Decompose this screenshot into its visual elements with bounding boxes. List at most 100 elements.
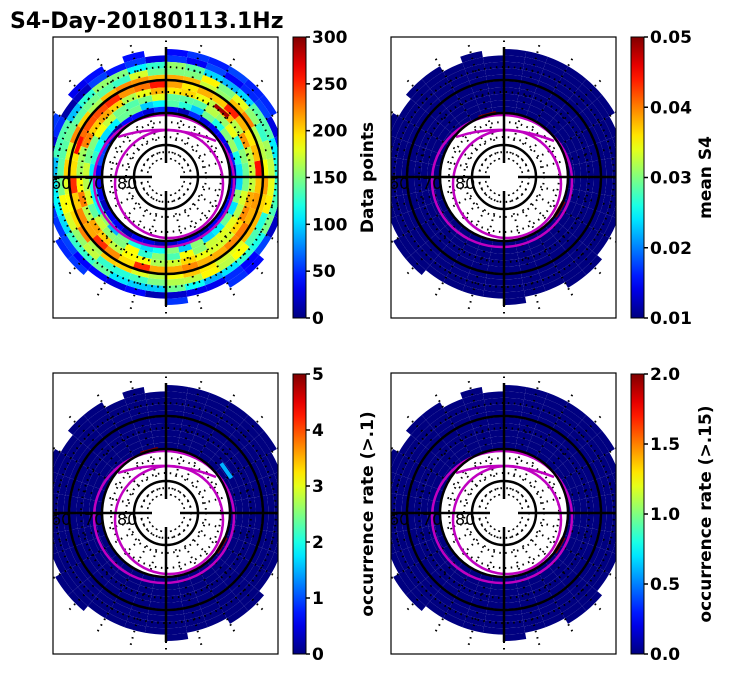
heatmap-bin: [570, 203, 583, 219]
heatmap-bin: [409, 528, 420, 546]
heatmap-bin: [430, 103, 447, 120]
heatmap-bin: [555, 255, 574, 272]
dotted-grid-spoke: [521, 145, 616, 174]
heatmap-bin: [519, 82, 537, 93]
heatmap-bin: [443, 276, 465, 292]
heatmap-bin: [227, 574, 245, 592]
heatmap-bin: [91, 260, 112, 277]
heatmap-bin: [58, 139, 70, 160]
heatmap-bin: [88, 119, 103, 136]
heatmap-bin: [435, 566, 451, 582]
heatmap-bin: [542, 440, 558, 455]
heatmap-bin: [420, 115, 436, 133]
colorbar: [292, 36, 307, 319]
heatmap-bin: [92, 234, 109, 251]
heatmap-bin: [558, 77, 579, 94]
heatmap-bin: [539, 601, 559, 616]
heatmap-bin: [254, 234, 272, 256]
dotted-grid-spoke: [174, 55, 237, 162]
heatmap-bin: [112, 554, 125, 567]
heatmap-bin: [465, 440, 480, 453]
heatmap-bin: [473, 255, 490, 266]
heatmap-bin: [536, 452, 550, 464]
heatmap-bin: [107, 454, 121, 468]
heatmap-bin: [425, 203, 438, 219]
heatmap-bin: [254, 548, 269, 568]
colorbar-tick-label: 200: [312, 122, 348, 142]
heatmap-bin: [77, 482, 88, 499]
heatmap-bin: [215, 545, 227, 559]
heatmap-bin: [84, 526, 94, 542]
heatmap-bin: [108, 240, 125, 255]
heatmap-bin: [99, 127, 113, 142]
heatmap-bin: [437, 534, 449, 549]
heatmap-bin: [122, 50, 145, 63]
heatmap-bin: [558, 596, 579, 613]
heatmap-bin: [232, 203, 245, 219]
heatmap-bin: [420, 177, 429, 192]
heatmap-bin: [382, 156, 390, 177]
heatmap-bin: [239, 111, 255, 129]
heatmap-bin: [145, 620, 166, 629]
heatmap-bin: [120, 562, 134, 574]
radial-tick-label: 70: [422, 510, 442, 529]
heatmap-bin: [564, 66, 587, 84]
heatmap-bin: [181, 597, 199, 608]
heatmap-bin: [587, 102, 604, 123]
heatmap-bin: [96, 418, 115, 435]
heatmap-bin: [187, 386, 210, 399]
heatmap-bin: [192, 434, 208, 447]
heatmap-bin: [576, 132, 589, 149]
heatmap-bin: [77, 447, 93, 465]
heatmap-bin: [573, 177, 581, 191]
heatmap-bin: [419, 468, 432, 485]
heatmap-bin: [231, 242, 250, 261]
heatmap-bin: [53, 471, 58, 491]
heatmap-bin: [530, 434, 546, 447]
heatmap-bin: [462, 434, 478, 447]
heatmap-bin: [437, 127, 451, 142]
heatmap-bin: [378, 198, 390, 221]
dotted-grid-spoke: [95, 528, 158, 635]
heatmap-bin: [147, 613, 166, 622]
heatmap-bin: [93, 123, 108, 139]
heatmap-bin: [528, 237, 543, 250]
heatmap-bin: [279, 156, 287, 177]
heatmap-bin: [116, 110, 131, 124]
dotted-grid-spoke: [169, 530, 204, 649]
heatmap-bin: [576, 526, 586, 542]
heatmap-bin: [280, 534, 292, 557]
heatmap-bin: [217, 255, 236, 272]
heatmap-bin: [573, 582, 593, 602]
heatmap-bin: [107, 558, 121, 572]
heatmap-bin: [577, 447, 593, 465]
heatmap-bin: [504, 404, 523, 413]
dotted-grid-spoke: [181, 521, 278, 579]
heatmap-bin: [97, 108, 113, 124]
heatmap-bin: [570, 471, 583, 487]
heatmap-bin: [422, 148, 432, 164]
dotted-grid-spoke: [404, 525, 492, 613]
heatmap-bin: [471, 82, 489, 93]
heatmap-bin: [504, 391, 526, 400]
heatmap-bin: [561, 103, 578, 120]
heatmap-bin: [521, 405, 542, 417]
dotted-grid-spoke: [128, 194, 163, 313]
heatmap-bin: [408, 177, 416, 194]
heatmap-bin: [534, 86, 552, 100]
heatmap-bin: [404, 438, 421, 459]
heatmap-bin: [224, 215, 239, 231]
heatmap-bin: [409, 480, 420, 498]
heatmap-bin: [82, 557, 98, 575]
panel-bottom-left: 60 70 80 0 1 2 3 4 5 occurrence rate (>.1): [52, 365, 378, 665]
heatmap-bin: [545, 576, 562, 591]
heatmap-bin: [166, 626, 188, 635]
heatmap-bin: [223, 234, 240, 251]
heatmap-bin: [205, 398, 227, 414]
dotted-grid-spoke: [53, 446, 151, 505]
heatmap-bin: [422, 190, 432, 206]
heatmap-bin: [71, 192, 82, 210]
heatmap-bin: [274, 539, 278, 554]
heatmap-bin: [53, 216, 67, 238]
heatmap-bin: [585, 177, 594, 193]
